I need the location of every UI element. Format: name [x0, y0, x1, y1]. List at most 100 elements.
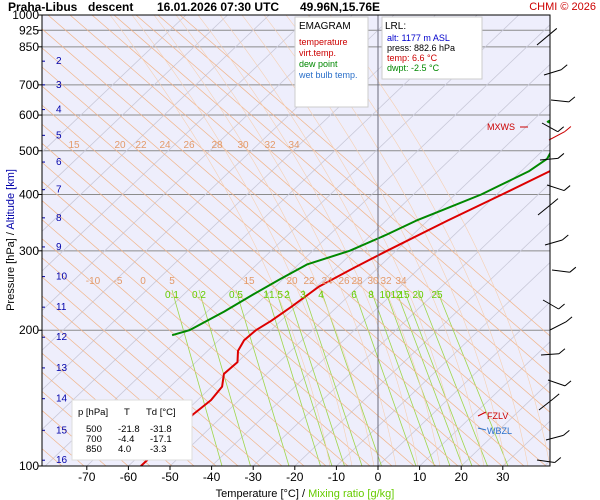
mixing-ratio-line [320, 289, 382, 466]
legend-item-virt-temp: virt.temp. [299, 48, 336, 58]
dry-adiabat [42, 104, 459, 466]
temperature-tick-label: 30 [496, 470, 510, 484]
wind-barb-flag [552, 393, 560, 400]
wind-barb [550, 99, 569, 103]
pressure-tick-label: 100 [19, 459, 39, 473]
isotherm-line [586, 15, 600, 466]
x-axis-label: Temperature [°C] / Mixing ratio [g/kg] [216, 488, 395, 500]
wind-barb [538, 398, 554, 411]
temperature-tick-label: -60 [120, 470, 138, 484]
theta-label: 24 [321, 276, 333, 287]
moist-adiabat [219, 15, 441, 466]
dry-adiabat [42, 333, 195, 466]
theta-label: 0 [140, 276, 146, 287]
y-label-sep: / [5, 230, 17, 239]
dry-adiabat [42, 276, 261, 466]
dry-adiabat [42, 219, 327, 466]
mixing-ratio-line [171, 289, 223, 466]
isotherm-line [42, 15, 312, 272]
wind-barb [536, 459, 555, 464]
fzlv-label: FZLV [487, 411, 508, 421]
series-line-1 [171, 119, 550, 337]
moist-adiabat [197, 15, 419, 466]
wind-barb-flag [557, 153, 565, 159]
altitude-tick-label: 5 [56, 130, 62, 141]
wind-barb [542, 299, 559, 310]
theta-label: 22 [135, 140, 147, 151]
mixing-ratio-label: 8 [368, 290, 374, 301]
isotherm-line [544, 460, 550, 466]
isotherm-line [42, 15, 228, 193]
temperature-tick-label: -30 [245, 470, 263, 484]
mixing-ratio-label: 0.1 [165, 290, 179, 301]
dry-adiabat [91, 15, 550, 413]
mixing-ratio-label: 0.5 [229, 290, 243, 301]
theta-label: 32 [380, 276, 392, 287]
pressure-tick-label: 850 [19, 40, 39, 54]
theta-label: 20 [114, 140, 126, 151]
isotherm-line [294, 222, 550, 466]
wind-barb-flag [564, 380, 572, 387]
temperature-tick-label: -20 [286, 470, 304, 484]
dry-adiabat [42, 181, 371, 466]
level-markers: MXWS FZLV WBZL [477, 122, 528, 436]
mixing-ratio-label: 25 [431, 290, 443, 301]
isotherm-line [42, 15, 187, 153]
moist-adiabat [241, 15, 463, 466]
altitude-tick-label: 9 [56, 242, 62, 253]
dry-adiabat [42, 352, 173, 466]
isotherm-line [42, 15, 478, 430]
wind-barb [539, 157, 558, 161]
theta-label: 26 [183, 140, 195, 151]
mixing-ratio-line [275, 289, 333, 466]
pressure-tick-label: 700 [19, 78, 39, 92]
theta-labels-lower: -10 -5 0 5 15 20 22 24 26 28 30 32 34 [86, 276, 407, 287]
dry-adiabat [42, 257, 283, 466]
theta-label: 28 [351, 276, 363, 287]
lrl-dwpt: dwpt: -2.5 °C [387, 63, 440, 73]
table-cell: -31.8 [150, 424, 172, 435]
theta-label: 34 [288, 140, 300, 151]
altitude-tick-label: 13 [56, 363, 68, 374]
wind-barb [544, 239, 563, 246]
legend-item-dew-point: dew point [299, 59, 338, 69]
theta-labels-upper: 15 20 22 24 26 28 30 32 34 [68, 140, 300, 151]
altitude-tick-label: 11 [56, 302, 67, 313]
isotherm-line [44, 15, 520, 466]
legend-title: EMAGRAM [299, 21, 351, 32]
theta-label: 26 [338, 276, 350, 287]
isotherm-line [460, 380, 550, 466]
series-line-0 [140, 170, 550, 466]
theta-label: 24 [159, 140, 171, 151]
data-table: p [hPa] T Td [°C] 500 -21.8 -31.8 700 -4… [71, 399, 193, 461]
isotherm-line [252, 182, 550, 466]
isotherm-line [419, 341, 550, 466]
isotherm-line [128, 63, 550, 466]
dry-adiabat [47, 15, 550, 451]
temperature-tick-label: 0 [375, 470, 382, 484]
y-label-altitude: Altitude [km] [5, 169, 17, 230]
wind-barb-flag [563, 185, 571, 191]
lrl-alt: alt: 1177 m ASL [387, 33, 450, 43]
wind-barb-flag [558, 348, 566, 355]
temperature-ticks: -70 -60 -50 -40 -30 -20 -10 0 10 20 30 [78, 466, 510, 484]
table-cell: 4.0 [118, 444, 131, 455]
mixing-ratio-line [353, 289, 417, 466]
mixing-ratio-label: 1 [263, 290, 269, 301]
mixing-ratio-line [286, 289, 345, 466]
wind-barbs [536, 28, 577, 464]
moist-adiabat [153, 15, 375, 466]
theta-label: -5 [114, 276, 123, 287]
table-cell: -4.4 [118, 434, 134, 445]
temperature-tick-label: -10 [328, 470, 346, 484]
mixing-ratio-label: 20 [412, 290, 424, 301]
copyright: CHMI © 2026 [529, 1, 596, 13]
dry-adiabat [42, 123, 437, 466]
wind-barb-flag [569, 266, 577, 273]
wind-barb-flag [558, 303, 565, 310]
theta-label: 30 [367, 276, 379, 287]
dry-adiabats [42, 15, 550, 466]
legend-item-wet-bulb: wet bulb temp. [298, 70, 358, 80]
wind-barb [543, 69, 562, 76]
